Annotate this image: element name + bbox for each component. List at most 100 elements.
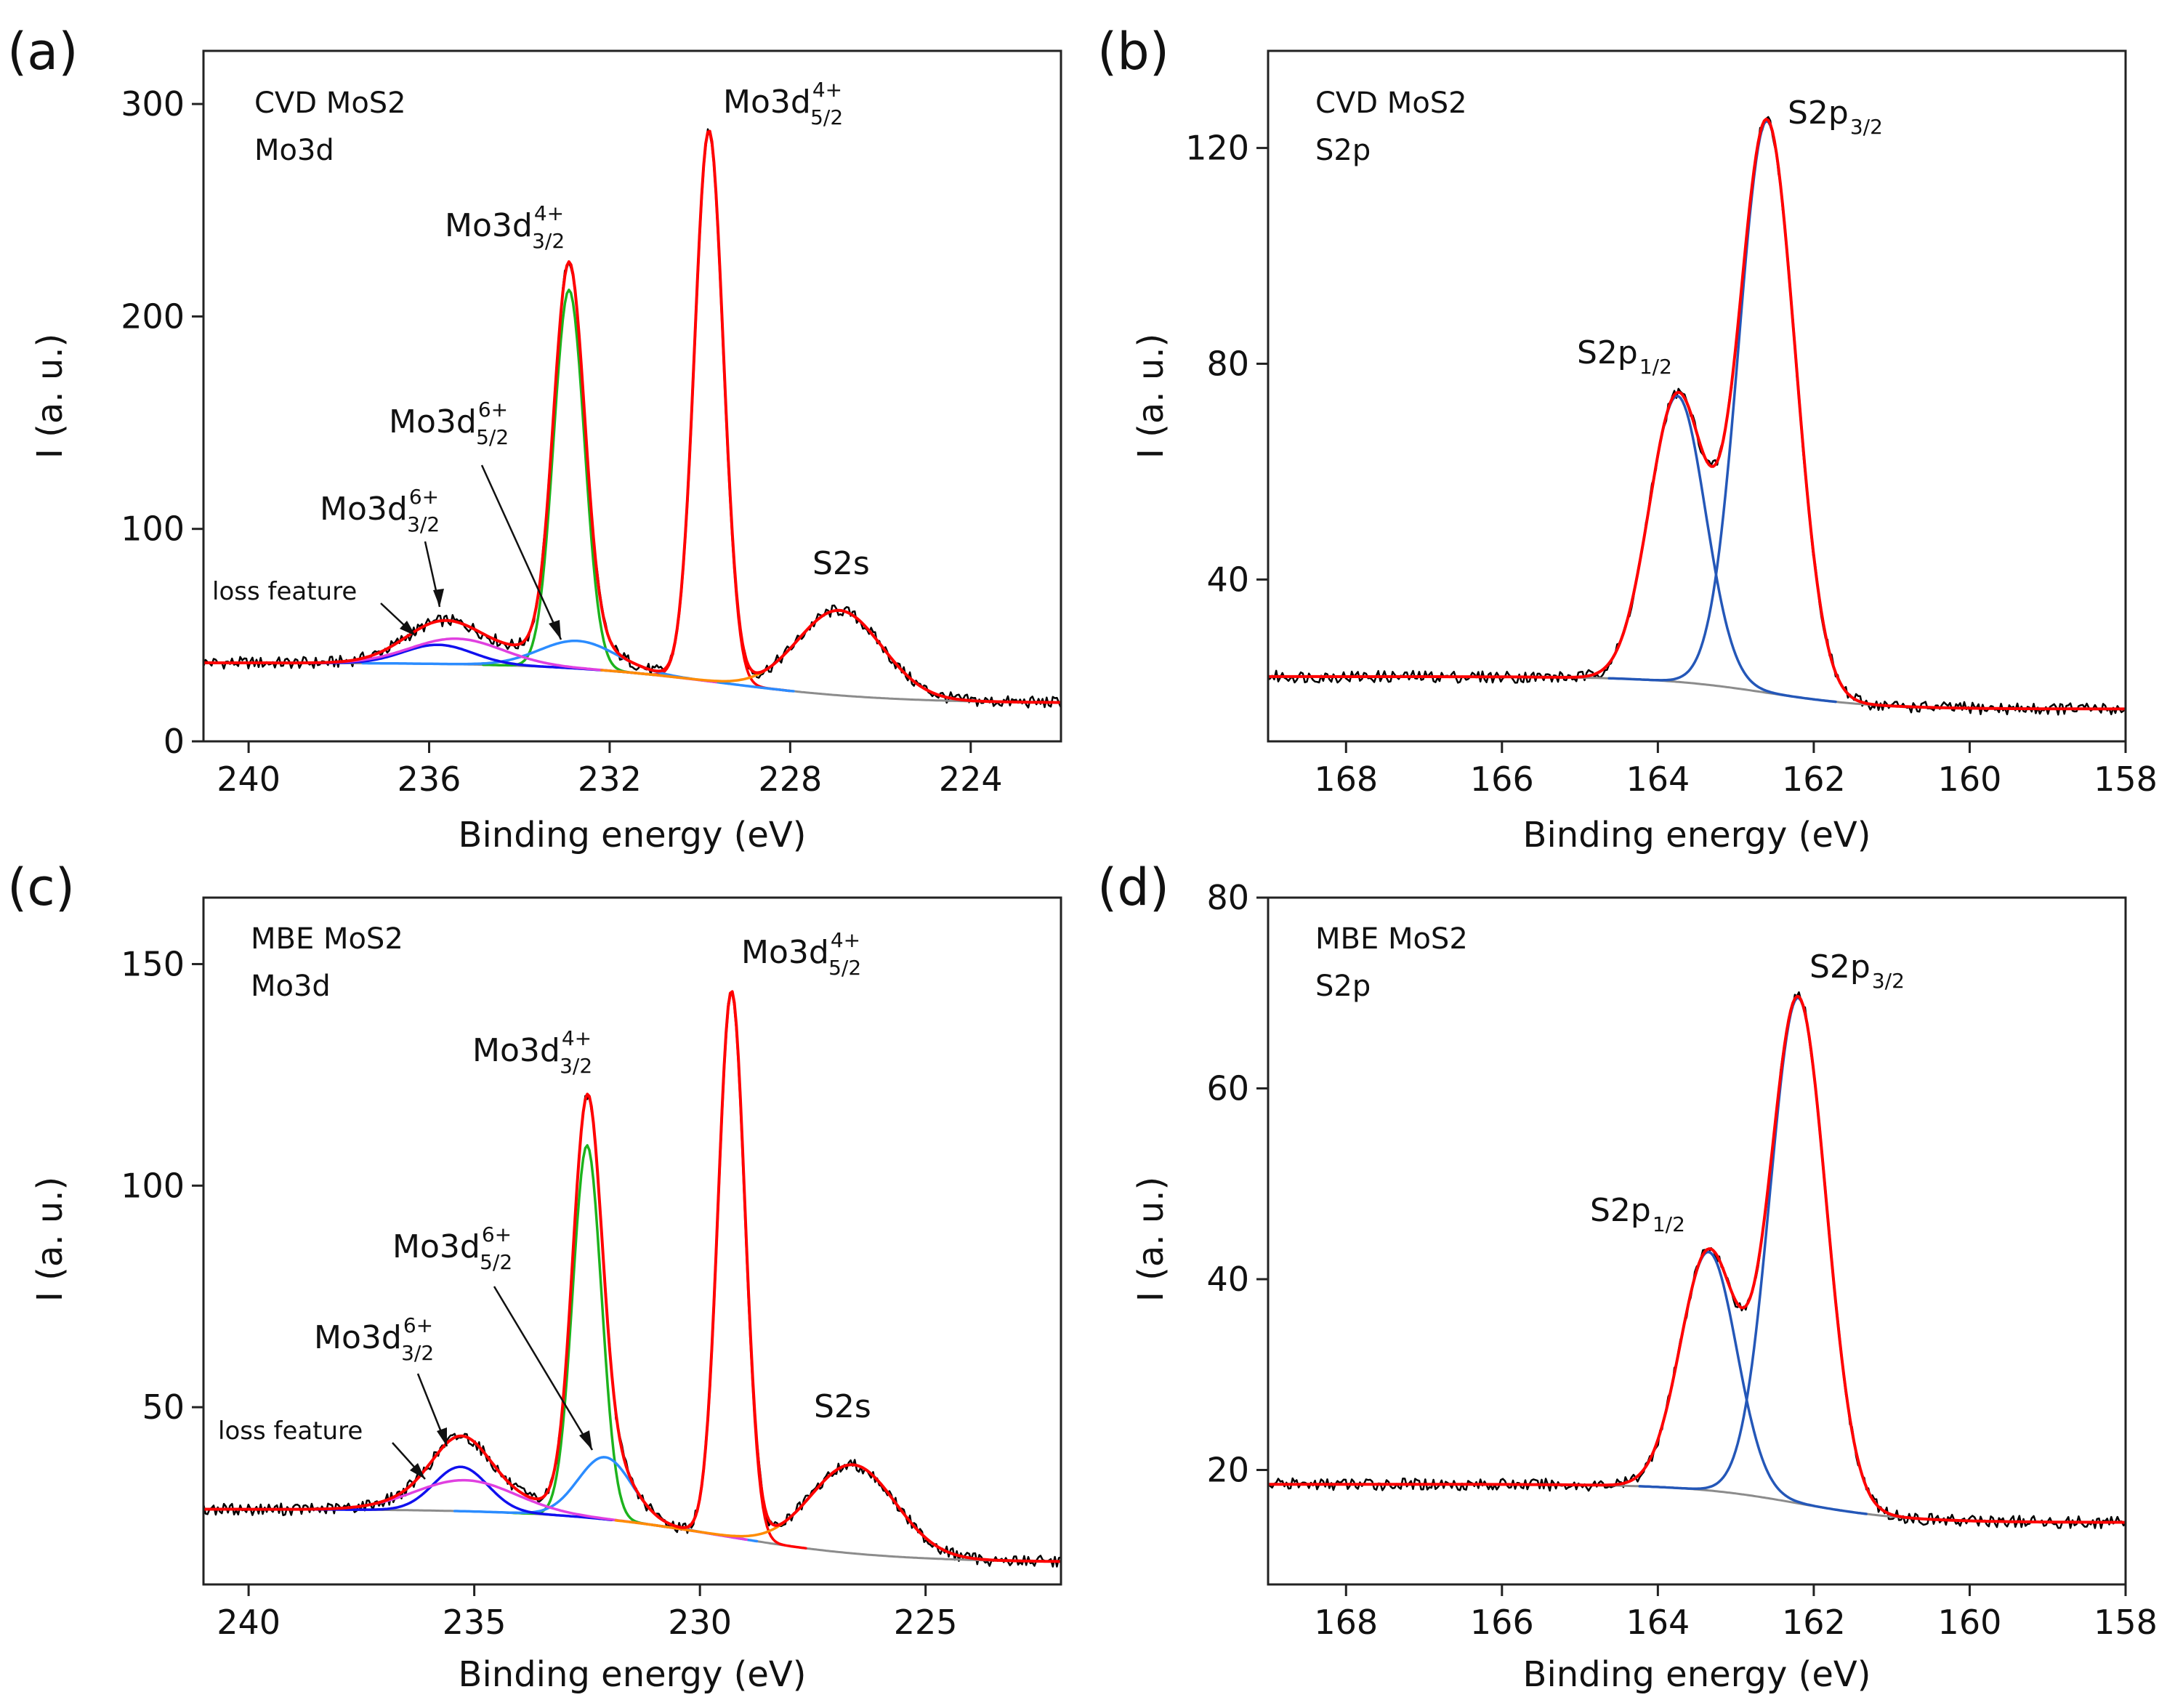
plot-area-c [203,990,1061,1568]
arrowhead-mo3d6-52-c [579,1430,592,1450]
x-tick-label-d: 160 [1938,1603,2002,1642]
envelope-fit-line-b [1268,117,2126,711]
x-tick-label-d: 166 [1470,1603,1534,1642]
peak-label-s2p32-b: S2p3/2 [1788,94,1883,139]
ticks-a: 240 236 232 228 224 0 100 200 300 [121,84,1003,799]
y-tick-label-d: 20 [1206,1451,1249,1490]
peak-label-mo3d4-32-c: Mo3d4+ 3/2 [472,1026,592,1078]
sample-label-b: CVD MoS2 [1315,86,1467,120]
arrowhead-loss-c [410,1463,425,1479]
panel-c: (c) 240 235 230 225 50 100 150 Binding energy … [7,858,1062,1695]
x-tick-label-b: 168 [1314,760,1378,799]
plot-area-b [1268,116,2126,716]
x-tick-label-c: 230 [668,1603,732,1642]
x-axis-label-d: Binding energy (eV) [1523,1654,1871,1695]
arrow-mo3d6-52-a [480,464,562,640]
ticks-d: 168 166 164 162 160 158 20 40 60 80 [1206,878,2157,1642]
region-label-b: S2p [1315,134,1371,167]
peak-label-s2s-a: S2s [812,545,870,582]
peak-label-mo3d4-52-a: Mo3d4+ 5/2 [723,78,843,129]
y-tick-label-a: 200 [121,297,185,336]
component-mo3d4-5-2-a [626,130,791,693]
y-tick-label-d: 60 [1206,1069,1249,1108]
raw-data-line-a [203,128,1061,709]
y-axis-label-c: I (a. u.) [30,1177,70,1302]
panel-a: (a) 240 236 232 228 224 0 100 200 300 Binding en… [7,22,1062,855]
background-line-b [1268,675,2126,710]
plot-frame-d [1267,896,2127,1586]
y-tick-label-a: 300 [121,84,185,124]
region-label-c: Mo3d [251,970,331,1003]
envelope-fit-line-a [203,129,1061,704]
arrowhead-mo3d6-52-a [549,620,561,640]
y-tick-label-b: 40 [1206,560,1249,599]
y-axis-label-d: I (a. u.) [1131,1177,1171,1302]
component-s2s-c [614,1463,1061,1563]
component-mo3d6-5-2-c [453,1456,759,1543]
x-axis-label-a: Binding energy (eV) [459,815,807,855]
component-mo3d4-3-2-a [482,289,656,677]
envelope-fit-line-c [203,990,1061,1563]
region-label-a: Mo3d [254,134,334,167]
y-tick-label-b: 120 [1185,129,1249,168]
x-tick-label-c: 235 [443,1603,507,1642]
arrowhead-loss-a [400,621,416,636]
plot-frame-a [202,49,1062,743]
x-tick-label-b: 164 [1626,760,1690,799]
loss-feature-label-c: loss feature [218,1417,363,1446]
peak-label-mo3d6-52-a: Mo3d6+ 5/2 [389,398,509,449]
arrowhead-mo3d6-32-a [433,589,444,607]
panel-label-c: (c) [7,858,75,917]
panel-b: (b) 168 166 164 162 160 158 40 80 120 Binding en… [1097,22,2158,855]
y-tick-label-c: 100 [121,1166,185,1205]
peak-label-s2p32-d: S2p3/2 [1809,948,1905,993]
y-tick-label-a: 100 [121,509,185,549]
y-tick-label-c: 50 [142,1387,185,1427]
x-tick-label-a: 236 [398,760,461,799]
y-tick-label-b: 80 [1206,344,1249,383]
loss-feature-label-a: loss feature [212,577,357,606]
x-tick-label-b: 158 [2094,760,2158,799]
panel-d: (d) 168 166 164 162 160 158 20 40 60 80 Binding e… [1097,858,2158,1695]
y-axis-label-a: I (a. u.) [30,334,70,459]
component-mo3d4-5-2-c [655,991,807,1550]
peak-label-s2p12-b: S2p1/2 [1577,334,1672,379]
raw-data-line-b [1268,116,2126,716]
component-s2p-1-2-b [1517,395,1837,704]
x-tick-label-c: 240 [217,1603,281,1642]
x-tick-label-b: 160 [1938,760,2002,799]
region-label-d: S2p [1315,970,1371,1003]
ticks-c: 240 235 230 225 50 100 150 [121,944,957,1642]
peak-label-mo3d6-32-c: Mo3d6+ 3/2 [314,1313,434,1365]
x-tick-label-d: 158 [2094,1603,2158,1642]
plot-area-a [203,128,1061,709]
x-tick-label-a: 232 [578,760,642,799]
x-tick-label-a: 240 [217,760,281,799]
arrowhead-mo3d6-32-c [437,1427,447,1446]
background-line-d [1268,1483,2126,1524]
sample-label-d: MBE MoS2 [1315,922,1468,956]
x-tick-label-a: 228 [758,760,822,799]
x-tick-label-d: 164 [1626,1603,1690,1642]
peak-label-mo3d6-32-a: Mo3d6+ 3/2 [320,485,440,536]
ticks-b: 168 166 164 162 160 158 40 80 120 [1185,129,2158,799]
y-axis-label-b: I (a. u.) [1131,334,1171,459]
raw-data-line-d [1268,991,2126,1529]
x-axis-label-c: Binding energy (eV) [459,1654,807,1695]
peak-label-s2s-c: S2s [814,1388,871,1425]
x-axis-label-b: Binding energy (eV) [1523,815,1871,855]
component-s2p-3-2-b [1607,119,1927,709]
panel-label-b: (b) [1097,22,1169,81]
envelope-fit-line-d [1268,994,2126,1524]
peak-label-mo3d4-52-c: Mo3d4+ 5/2 [741,928,861,980]
peak-label-mo3d6-52-c: Mo3d6+ 5/2 [392,1222,512,1274]
sample-label-c: MBE MoS2 [251,922,403,956]
panel-label-d: (d) [1097,858,1169,917]
y-tick-label-a: 0 [164,722,185,761]
component-mo3d6-5-2-a [361,639,795,693]
x-tick-label-d: 168 [1314,1603,1378,1642]
component-mo3d6-3-2-c [308,1465,613,1522]
x-tick-label-d: 162 [1782,1603,1846,1642]
x-tick-label-b: 162 [1782,760,1846,799]
